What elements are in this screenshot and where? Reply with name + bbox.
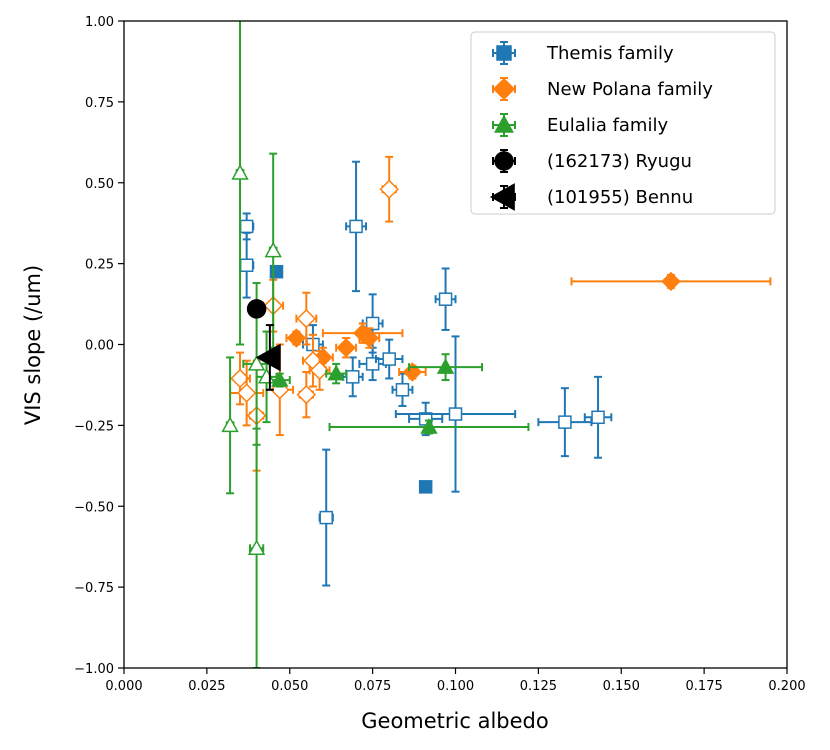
plot-inner xyxy=(221,21,772,668)
data-point xyxy=(255,343,281,372)
data-point xyxy=(379,179,399,199)
data-point xyxy=(558,415,572,429)
x-tick-label: 0.050 xyxy=(271,679,308,694)
data-point xyxy=(345,370,360,384)
y-tick-label: −0.50 xyxy=(74,500,114,515)
x-tick-label: 0.200 xyxy=(768,679,805,694)
legend-box xyxy=(470,31,776,215)
data-point xyxy=(436,358,455,374)
data-point xyxy=(438,292,453,306)
y-tick-label: 0.75 xyxy=(85,96,114,111)
y-tick-label: −1.00 xyxy=(74,662,114,677)
x-tick-label: 0.125 xyxy=(520,679,557,694)
data-point xyxy=(359,328,380,348)
legend-marker xyxy=(494,151,514,171)
y-tick-label: 1.00 xyxy=(85,15,114,30)
data-point xyxy=(591,410,605,425)
legend-marker xyxy=(492,77,516,101)
data-point xyxy=(382,352,396,366)
x-axis-label: Geometric albedo xyxy=(361,709,548,733)
legend-entry-1: New Polana family xyxy=(492,77,713,101)
legend-label: (101955) Bennu xyxy=(547,187,693,208)
y-tick-label: 0.25 xyxy=(85,258,114,273)
legend-marker xyxy=(496,45,512,61)
data-point xyxy=(661,271,681,292)
data-point xyxy=(448,407,463,421)
data-point xyxy=(395,383,410,397)
y-tick-label: 0.50 xyxy=(85,177,114,192)
legend: Themis family New Polana family Eulalia fa… xyxy=(470,31,776,215)
legend-label: (162173) Ryugu xyxy=(547,151,692,172)
data-point xyxy=(239,219,254,234)
legend-entry-2: Eulalia family xyxy=(492,113,668,137)
data-point xyxy=(420,418,438,434)
data-point xyxy=(296,308,317,329)
data-point xyxy=(296,384,317,405)
y-tick-label: −0.25 xyxy=(74,419,114,434)
x-tick-label: 0.075 xyxy=(354,679,391,694)
axes: 0.000 0.025 0.050 0.075 0.100 0.125 0.150 0.175… xyxy=(74,15,805,694)
data-point xyxy=(246,299,267,319)
data-point xyxy=(236,383,257,403)
y-tick-label: 0.00 xyxy=(85,339,114,354)
data-point xyxy=(231,164,249,180)
legend-entry-4: (101955) Bennu xyxy=(489,183,693,211)
data-point xyxy=(264,241,282,258)
data-point xyxy=(349,219,363,234)
data-point xyxy=(247,539,266,556)
data-point xyxy=(336,338,356,358)
data-point xyxy=(319,510,333,525)
legend-entry-3: (162173) Ryugu xyxy=(492,149,692,173)
series-3 xyxy=(246,299,267,319)
data-point xyxy=(418,480,433,494)
x-tick-label: 0.175 xyxy=(686,679,723,694)
plot-area xyxy=(221,21,772,668)
y-axis-label: VIS slope (/um) xyxy=(21,265,45,425)
data-point xyxy=(327,364,345,381)
legend-label: Eulalia family xyxy=(547,115,668,136)
x-axis-label-group: Geometric albedo xyxy=(361,709,548,733)
data-point xyxy=(221,416,239,433)
data-point xyxy=(286,328,307,348)
legend-label: New Polana family xyxy=(547,79,713,100)
series-4 xyxy=(255,324,281,391)
x-tick-label: 0.100 xyxy=(437,679,474,694)
data-point xyxy=(402,362,423,382)
y-tick-label: −0.75 xyxy=(74,581,114,596)
x-tick-label: 0.025 xyxy=(188,679,225,694)
x-tick-label: 0.000 xyxy=(105,679,142,694)
x-tick-label: 0.150 xyxy=(603,679,640,694)
data-point xyxy=(239,258,254,272)
data-point xyxy=(309,360,330,381)
legend-marker xyxy=(489,183,515,211)
legend-label: Themis family xyxy=(546,43,674,64)
legend-marker xyxy=(494,114,514,133)
data-point xyxy=(247,354,266,371)
legend-entry-0: Themis family xyxy=(492,41,674,65)
y-axis-label-group: VIS slope (/um) xyxy=(21,265,45,425)
